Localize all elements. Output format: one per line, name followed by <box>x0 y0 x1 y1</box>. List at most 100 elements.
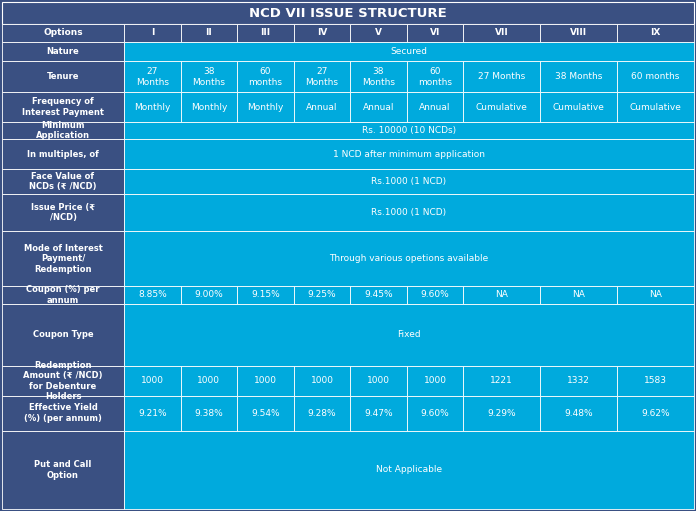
Bar <box>540 61 617 92</box>
Bar <box>124 122 694 140</box>
Bar <box>617 366 694 396</box>
Text: Redemption
Amount (₹ /NCD)
for Debenture
Holders: Redemption Amount (₹ /NCD) for Debenture… <box>23 361 103 401</box>
Bar <box>2 92 124 122</box>
Bar <box>406 61 464 92</box>
Bar <box>540 286 617 304</box>
Bar <box>294 61 350 92</box>
Text: 9.38%: 9.38% <box>195 409 223 417</box>
Text: 38
Months: 38 Months <box>362 67 395 86</box>
Text: Mode of Interest
Payment/
Redemption: Mode of Interest Payment/ Redemption <box>24 244 102 273</box>
Bar <box>2 286 124 304</box>
Bar <box>181 24 237 41</box>
Bar <box>350 286 406 304</box>
Bar <box>294 286 350 304</box>
Text: 60
months: 60 months <box>418 67 452 86</box>
Text: 9.00%: 9.00% <box>195 290 223 299</box>
Bar <box>406 286 464 304</box>
Text: 38
Months: 38 Months <box>192 67 226 86</box>
Text: Cumulative: Cumulative <box>630 103 681 111</box>
Bar <box>617 286 694 304</box>
Text: 9.60%: 9.60% <box>420 290 450 299</box>
Bar <box>237 366 294 396</box>
Text: 9.15%: 9.15% <box>251 290 280 299</box>
Text: 9.47%: 9.47% <box>364 409 393 417</box>
Text: 1332: 1332 <box>567 377 590 385</box>
Text: Nature: Nature <box>47 47 79 56</box>
Bar <box>406 396 464 431</box>
Text: I: I <box>151 28 154 37</box>
Bar <box>124 24 181 41</box>
Text: Frequency of
Interest Payment: Frequency of Interest Payment <box>22 98 104 117</box>
Bar <box>406 24 464 41</box>
Text: 1000: 1000 <box>367 377 390 385</box>
Text: Issue Price (₹
/NCD): Issue Price (₹ /NCD) <box>31 203 95 222</box>
Text: Put and Call
Option: Put and Call Option <box>34 460 92 480</box>
Bar <box>124 61 181 92</box>
Bar <box>237 24 294 41</box>
Text: Annual: Annual <box>363 103 394 111</box>
Bar <box>2 61 124 92</box>
Text: Not Applicable: Not Applicable <box>376 466 442 474</box>
Bar <box>2 396 124 431</box>
Text: 1000: 1000 <box>141 377 164 385</box>
Text: 9.28%: 9.28% <box>308 409 336 417</box>
Bar <box>617 61 694 92</box>
Text: NA: NA <box>572 290 585 299</box>
Bar <box>2 431 124 509</box>
Text: Cumulative: Cumulative <box>553 103 605 111</box>
Text: Options: Options <box>43 28 83 37</box>
Bar <box>181 366 237 396</box>
Text: 60 months: 60 months <box>631 72 680 81</box>
Bar <box>464 286 540 304</box>
Text: 9.60%: 9.60% <box>420 409 450 417</box>
Bar <box>124 194 694 231</box>
Text: IX: IX <box>650 28 661 37</box>
Text: Annual: Annual <box>419 103 451 111</box>
Bar <box>617 92 694 122</box>
Text: 9.48%: 9.48% <box>564 409 593 417</box>
Bar <box>464 396 540 431</box>
Bar <box>464 366 540 396</box>
Text: Annual: Annual <box>306 103 338 111</box>
Bar <box>124 92 181 122</box>
Bar <box>124 231 694 286</box>
Bar <box>350 396 406 431</box>
Text: III: III <box>260 28 271 37</box>
Bar <box>237 61 294 92</box>
Bar <box>2 304 124 366</box>
Text: Cumulative: Cumulative <box>476 103 528 111</box>
Text: Secured: Secured <box>390 47 427 56</box>
Bar <box>124 41 694 61</box>
Text: NA: NA <box>496 290 508 299</box>
Text: Coupon (%) per
annum: Coupon (%) per annum <box>26 285 100 305</box>
Text: 9.21%: 9.21% <box>138 409 167 417</box>
Text: 9.45%: 9.45% <box>364 290 393 299</box>
Bar <box>124 366 181 396</box>
Bar <box>124 396 181 431</box>
Bar <box>124 431 694 509</box>
Bar <box>237 92 294 122</box>
Text: Fixed: Fixed <box>397 331 421 339</box>
Bar <box>294 396 350 431</box>
Bar <box>2 169 124 194</box>
Text: Tenure: Tenure <box>47 72 79 81</box>
Bar <box>617 396 694 431</box>
Bar <box>350 366 406 396</box>
Bar <box>237 286 294 304</box>
Bar <box>2 366 124 396</box>
Bar <box>406 366 464 396</box>
Text: 1000: 1000 <box>310 377 333 385</box>
Text: Monthly: Monthly <box>191 103 227 111</box>
Text: II: II <box>205 28 212 37</box>
Bar <box>617 24 694 41</box>
Text: NA: NA <box>649 290 662 299</box>
Bar <box>124 169 694 194</box>
Bar <box>124 304 694 366</box>
Text: 1000: 1000 <box>424 377 447 385</box>
Bar <box>294 24 350 41</box>
Text: Coupon Type: Coupon Type <box>33 331 93 339</box>
Text: 1221: 1221 <box>491 377 513 385</box>
Bar <box>181 286 237 304</box>
Bar <box>294 366 350 396</box>
Text: 9.25%: 9.25% <box>308 290 336 299</box>
